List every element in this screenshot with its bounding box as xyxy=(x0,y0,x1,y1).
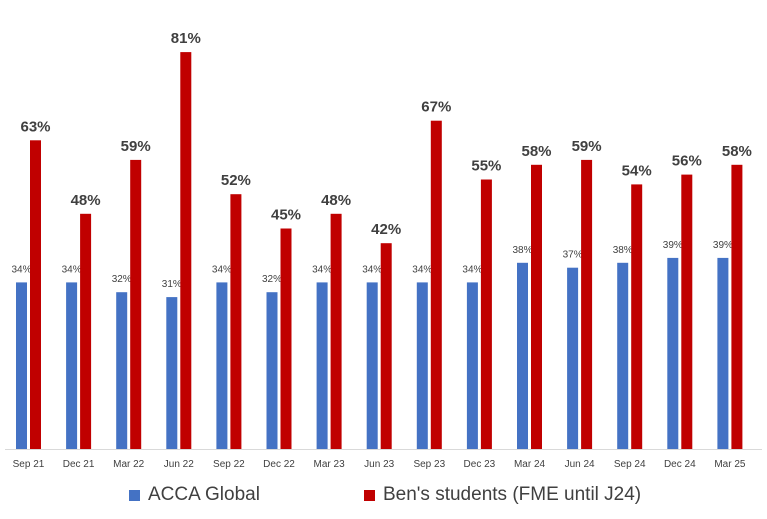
legend-label-bens-students: Ben's students (FME until J24) xyxy=(383,484,642,505)
data-label-bens-students: 67% xyxy=(421,99,451,116)
data-label-acca-global: 34% xyxy=(462,264,482,275)
x-tick-label: Sep 21 xyxy=(13,459,45,470)
data-label-bens-students: 58% xyxy=(722,143,752,160)
x-tick-label: Sep 23 xyxy=(413,459,445,470)
data-label-acca-global: 34% xyxy=(412,264,432,275)
x-tick-label: Sep 24 xyxy=(614,459,646,470)
x-tick-label: Dec 24 xyxy=(664,459,696,470)
bar-bens-students xyxy=(230,194,242,449)
data-label-acca-global: 32% xyxy=(262,274,282,285)
bar-bens-students xyxy=(30,140,41,450)
data-label-acca-global: 39% xyxy=(663,240,683,251)
data-label-bens-students: 81% xyxy=(171,30,201,47)
data-label-acca-global: 34% xyxy=(312,264,332,275)
data-label-bens-students: 42% xyxy=(371,221,401,238)
data-label-bens-students: 59% xyxy=(121,138,151,155)
data-label-bens-students: 54% xyxy=(622,162,652,179)
bar-bens-students xyxy=(380,243,392,449)
data-label-acca-global: 38% xyxy=(512,245,532,256)
x-tick-labels: Sep 21 Dec 21 Mar 22 Jun 22 Sep 22 Dec 22 Mar … xyxy=(13,459,746,470)
x-tick-label: Mar 22 xyxy=(113,459,145,470)
bar-acca-global xyxy=(266,292,278,449)
bar-bens-students xyxy=(531,164,542,450)
bar-acca-global xyxy=(416,282,428,449)
legend-swatch-acca-global xyxy=(129,489,140,501)
data-label-acca-global: 32% xyxy=(112,274,132,285)
legend: ACCA Global Ben's students (FME until J2… xyxy=(0,484,767,510)
bar-bens-students xyxy=(130,159,142,449)
data-label-bens-students: 48% xyxy=(321,192,351,209)
data-label-bens-students: 59% xyxy=(572,138,602,155)
bar-bens-students xyxy=(681,174,693,449)
bar-bens-students xyxy=(581,159,593,449)
data-label-acca-global: 37% xyxy=(563,250,583,261)
bar-bens-students xyxy=(631,184,643,449)
data-label-bens-students: 56% xyxy=(672,153,702,170)
bar-bens-students xyxy=(430,120,442,449)
data-label-acca-global: 34% xyxy=(11,264,31,275)
legend-item-acca-global: ACCA Global xyxy=(129,484,260,506)
data-label-acca-global: 34% xyxy=(362,264,382,275)
bar-acca-global xyxy=(466,282,478,449)
bars-group: 34% 63% 34% 48% 32% 59% 31% 81% 34% 52% 32% 45% 34% 4… xyxy=(11,30,752,450)
bar-acca-global xyxy=(16,282,27,449)
bar-bens-students xyxy=(330,213,342,449)
x-tick-label: Mar 25 xyxy=(714,459,746,470)
bar-bens-students xyxy=(280,228,292,449)
bar-acca-global xyxy=(717,257,729,449)
bar-bens-students xyxy=(180,52,192,449)
bar-bens-students xyxy=(731,164,743,450)
bar-acca-global xyxy=(316,282,328,449)
x-tick-label: Dec 23 xyxy=(464,459,496,470)
data-label-bens-students: 52% xyxy=(221,172,251,189)
x-tick-label: Mar 23 xyxy=(314,459,346,470)
bar-bens-students xyxy=(480,179,492,449)
bar-acca-global xyxy=(216,282,228,449)
bar-acca-global xyxy=(366,282,378,449)
data-label-acca-global: 39% xyxy=(713,240,733,251)
bar-acca-global xyxy=(517,262,528,449)
bar-acca-global xyxy=(66,282,78,449)
data-label-bens-students: 55% xyxy=(471,158,501,175)
legend-item-bens-students: Ben's students (FME until J24) xyxy=(364,484,641,506)
bar-bens-students xyxy=(80,213,92,449)
legend-swatch-bens-students xyxy=(364,489,375,501)
bar-acca-global xyxy=(116,292,128,449)
data-label-acca-global: 34% xyxy=(62,264,82,275)
x-tick-label: Jun 24 xyxy=(565,459,595,470)
x-tick-label: Jun 22 xyxy=(164,459,194,470)
x-tick-label: Jun 23 xyxy=(364,459,394,470)
x-tick-label: Dec 21 xyxy=(63,459,95,470)
x-tick-label: Sep 22 xyxy=(213,459,245,470)
legend-label-acca-global: ACCA Global xyxy=(148,484,260,505)
data-label-acca-global: 34% xyxy=(212,264,232,275)
data-label-acca-global: 31% xyxy=(162,279,182,290)
bar-acca-global xyxy=(667,257,679,449)
data-label-bens-students: 58% xyxy=(521,143,551,160)
bar-acca-global xyxy=(166,297,178,449)
bar-acca-global xyxy=(567,267,579,449)
x-tick-label: Dec 22 xyxy=(263,459,295,470)
x-tick-label: Mar 24 xyxy=(514,459,546,470)
data-label-bens-students: 45% xyxy=(271,207,301,224)
data-label-bens-students: 48% xyxy=(71,192,101,209)
data-label-bens-students: 63% xyxy=(20,118,50,135)
bar-acca-global xyxy=(617,262,629,449)
data-label-acca-global: 38% xyxy=(613,245,633,256)
